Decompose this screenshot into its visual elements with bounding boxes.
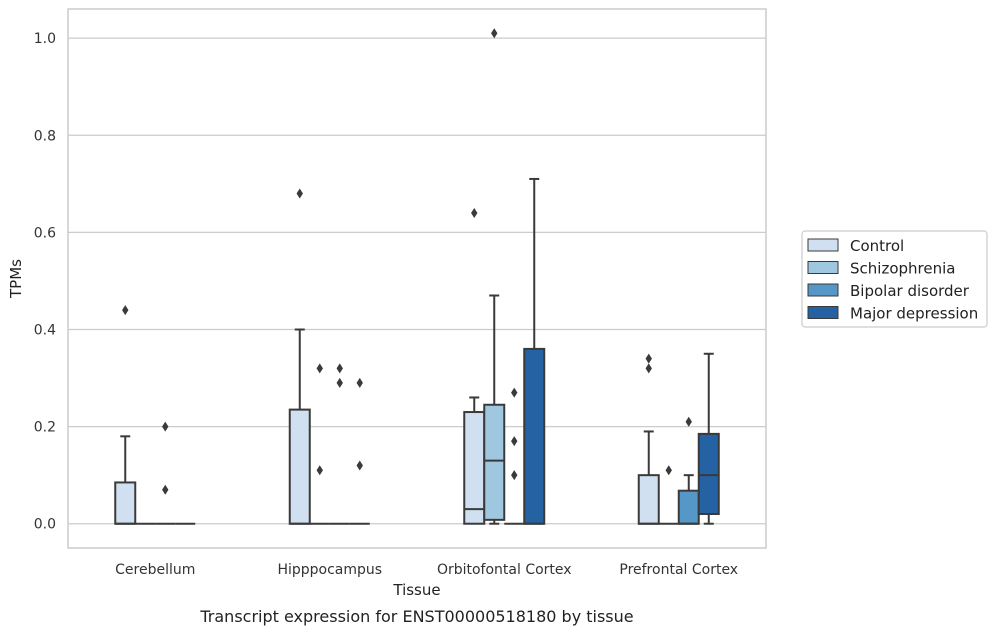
legend-swatch [807, 306, 839, 319]
x-tick-label: Orbitofontal Cortex [437, 562, 572, 578]
box [483, 403, 506, 521]
x-tick-label: Cerebellum [115, 562, 195, 578]
outlier-point [685, 416, 692, 427]
chart-caption: Transcript expression for ENST0000051818… [199, 607, 633, 626]
outlier-point [471, 207, 478, 218]
legend-swatch [807, 238, 839, 252]
plot-frame [67, 8, 767, 549]
x-axis-label: Tissue [392, 581, 440, 599]
box [288, 408, 311, 525]
outlier-point [336, 377, 343, 388]
box-group [637, 353, 660, 525]
outlier-point [645, 353, 652, 364]
box-group [523, 177, 546, 525]
x-tick-label: Prefrontal Cortex [619, 562, 738, 578]
box-group [483, 28, 506, 525]
legend-label: Schizophrenia [850, 260, 955, 278]
y-tick-label: 0.4 [34, 322, 56, 338]
outlier-point [162, 421, 169, 432]
box [637, 474, 660, 525]
box-group [329, 363, 350, 525]
x-tick-labels: Cerebellum Hipppocampus Orbitofontal Corte… [115, 562, 738, 578]
boxes [114, 28, 720, 525]
y-tick-label: 0.6 [34, 225, 56, 241]
outlier-point [511, 470, 518, 481]
outlier-point [296, 188, 303, 199]
legend: Control Schizophrenia Bipolar disorder Majo… [801, 230, 988, 328]
box-group [349, 377, 370, 525]
y-axis-label: TPMs [7, 259, 25, 299]
box-group [288, 188, 311, 525]
box [114, 481, 137, 525]
outlier-point [645, 363, 652, 374]
outlier-point [316, 465, 323, 476]
outlier-point [122, 305, 129, 316]
outlier-point [511, 387, 518, 398]
box [463, 411, 486, 525]
y-tick-label: 0.8 [34, 128, 56, 144]
x-tick-label: Hipppocampus [277, 562, 382, 578]
legend-swatch [807, 261, 839, 274]
box [523, 347, 546, 525]
outlier-point [511, 436, 518, 447]
box [677, 489, 700, 525]
box-group [658, 465, 679, 525]
outlier-point [162, 484, 169, 495]
outlier-point [336, 363, 343, 374]
legend-label: Bipolar disorder [850, 282, 970, 300]
y-tick-label: 1.0 [34, 31, 56, 47]
y-tick-labels: 0.0 0.2 0.4 0.6 0.8 1.0 [34, 31, 56, 533]
box-group [504, 387, 525, 525]
outlier-point [491, 28, 498, 39]
box-group [463, 207, 486, 525]
box-group [697, 352, 720, 525]
outlier-point [356, 377, 363, 388]
box-group [309, 363, 330, 525]
outlier-point [665, 465, 672, 476]
outlier-point [356, 460, 363, 471]
box-group [155, 421, 176, 525]
legend-label: Major depression [850, 305, 978, 323]
grid-lines [68, 37, 766, 525]
box-group [114, 305, 137, 525]
box [697, 432, 720, 516]
box-group [677, 416, 700, 525]
legend-label: Control [850, 237, 904, 255]
y-tick-label: 0.0 [34, 517, 56, 533]
y-tick-label: 0.2 [34, 420, 56, 436]
legend-frame [801, 230, 988, 328]
legend-swatch [807, 283, 839, 297]
outlier-point [316, 363, 323, 374]
